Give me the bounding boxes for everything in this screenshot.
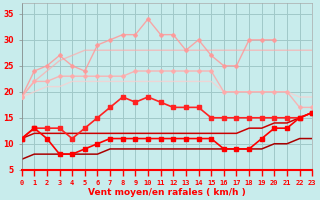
X-axis label: Vent moyen/en rafales ( km/h ): Vent moyen/en rafales ( km/h ): [88, 188, 246, 197]
